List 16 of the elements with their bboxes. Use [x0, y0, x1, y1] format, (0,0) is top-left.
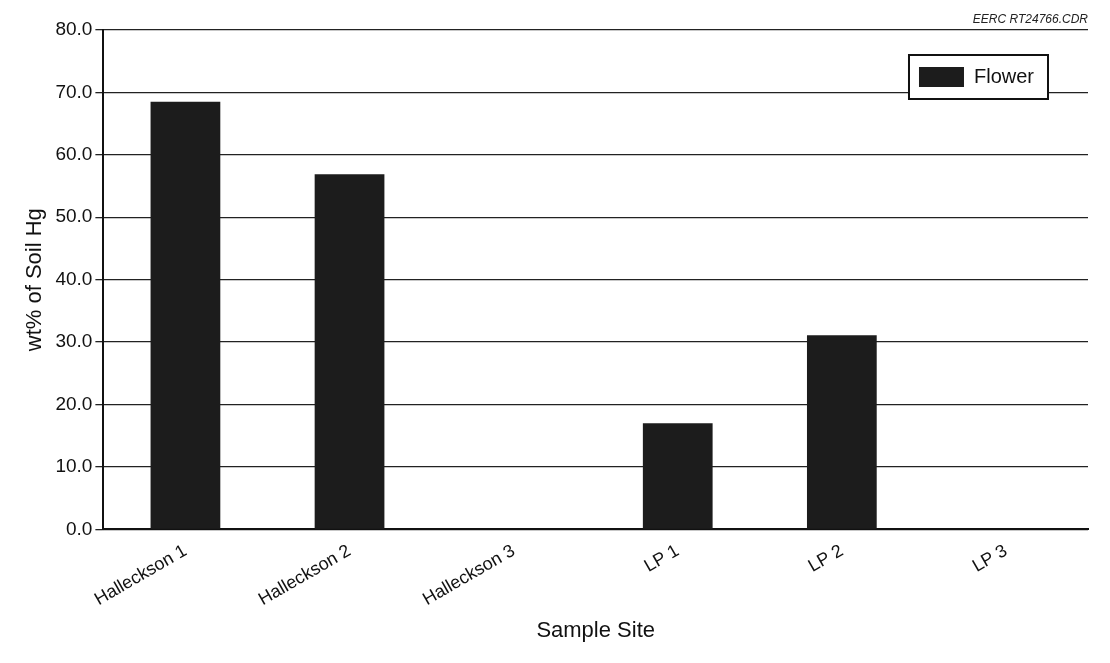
- y-tick-label: 10.0: [55, 455, 93, 477]
- x-tick-label: LP 1: [640, 540, 683, 576]
- y-tick-label: 0.0: [65, 517, 93, 539]
- legend-label: Flower: [973, 64, 1035, 87]
- y-tick-label: 30.0: [55, 330, 93, 352]
- y-tick-label: 40.0: [55, 267, 93, 289]
- y-tick-label: 80.0: [55, 18, 93, 40]
- x-tick-label: LP 2: [804, 540, 847, 576]
- x-axis-title: Sample Site: [536, 616, 655, 642]
- y-axis-title: wt% of Soil Hg: [21, 208, 47, 353]
- y-tick-label: 60.0: [55, 143, 93, 165]
- text: EERC RT24766.CDR: [972, 12, 1089, 27]
- y-tick-label: 50.0: [55, 205, 93, 227]
- y-tick-label: 70.0: [55, 80, 93, 102]
- y-tick-label: 20.0: [55, 392, 93, 414]
- x-tick-label: LP 3: [968, 540, 1011, 576]
